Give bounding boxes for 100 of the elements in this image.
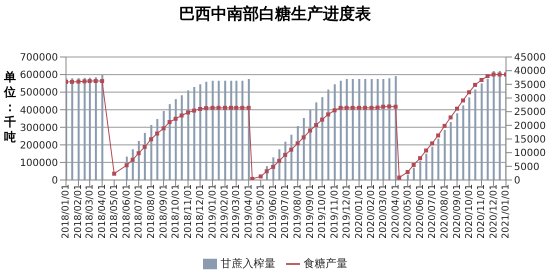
- x-tick-label: 2020/09/01: [452, 184, 463, 239]
- bar: [168, 104, 171, 180]
- bar: [230, 80, 232, 180]
- bar: [364, 78, 366, 180]
- bar: [212, 80, 214, 180]
- x-tick-label: 2018/07/01: [133, 184, 144, 239]
- bar: [327, 90, 330, 180]
- bar: [290, 134, 292, 180]
- y2-tick-label: 15000: [514, 134, 546, 146]
- y2-tick-label: 0: [514, 176, 520, 187]
- bar: [340, 80, 342, 180]
- x-tick-label: 2019/06/01: [268, 184, 279, 239]
- bar: [78, 78, 80, 180]
- bar: [370, 78, 373, 180]
- legend-label: 食糖产量: [304, 257, 348, 270]
- x-tick-label: 2019/04/01: [243, 184, 254, 239]
- x-tick-label: 2018/03/01: [84, 184, 96, 239]
- bar: [388, 78, 390, 180]
- bar: [315, 102, 318, 180]
- y-tick-label: 100000: [20, 158, 58, 169]
- bar: [218, 80, 220, 180]
- x-tick-label: 2019/08/01: [292, 184, 304, 239]
- y-tick-label: 200000: [20, 140, 58, 152]
- y2-tick-label: 10000: [514, 148, 546, 160]
- x-tick-label: 2019/11/01: [329, 184, 340, 239]
- bar: [162, 110, 165, 180]
- x-tick-label: 2021/01/01: [500, 184, 512, 239]
- bar: [88, 78, 91, 180]
- y-tick-label: 700000: [20, 52, 58, 64]
- y-tick-label: 600000: [20, 70, 58, 82]
- legend-label: 甘蔗入榨量: [220, 257, 276, 270]
- x-tick-label: 2020/02/01: [366, 184, 378, 239]
- x-tick-label: 2018/06/01: [121, 184, 132, 239]
- x-tick-label: 2020/07/01: [426, 184, 438, 239]
- bar: [174, 99, 177, 180]
- bar: [376, 78, 379, 180]
- bar: [199, 84, 202, 180]
- bar: [346, 78, 348, 180]
- bar: [492, 71, 495, 180]
- bar: [193, 87, 196, 180]
- x-tick-label: 2018/10/01: [170, 184, 182, 239]
- bar: [498, 70, 501, 180]
- x-tick-label: 2019/01/01: [207, 184, 218, 239]
- bar: [444, 130, 446, 180]
- x-tick-label: 2020/04/01: [390, 184, 402, 239]
- bar: [474, 90, 476, 180]
- x-tick-label: 2020/08/01: [439, 184, 450, 239]
- y2-tick-label: 35000: [514, 80, 546, 91]
- x-tick-label: 2020/12/01: [488, 184, 500, 239]
- y-tick-label: 0: [52, 176, 58, 187]
- x-tick-label: 2018/05/01: [108, 184, 120, 239]
- bar: [450, 122, 452, 180]
- y-tick-label: 300000: [20, 122, 58, 134]
- bar: [334, 84, 336, 180]
- x-tick-label: 2019/07/01: [280, 184, 291, 239]
- y2-tick-label: 45000: [514, 52, 546, 64]
- bar: [205, 82, 208, 180]
- x-tick-label: 2019/05/01: [255, 184, 266, 239]
- y2-tick-label: 25000: [514, 107, 546, 118]
- x-tick-label: 2020/10/01: [464, 184, 475, 239]
- bar: [462, 105, 464, 180]
- bar: [468, 97, 470, 180]
- y-tick-label: 400000: [20, 105, 58, 116]
- chart-title: 巴西中南部白糖生产进度表: [178, 4, 372, 25]
- x-tick-label: 2019/10/01: [316, 184, 328, 239]
- bar: [382, 78, 384, 180]
- y-tick-label: 500000: [20, 88, 58, 99]
- y2-tick-label: 5000: [514, 162, 540, 173]
- bar: [144, 132, 146, 180]
- x-tick-label: 2019/09/01: [304, 184, 316, 239]
- bar: [94, 77, 97, 180]
- bar: [309, 109, 312, 180]
- y-axis-title: 单位：千吨: [3, 70, 17, 145]
- bar: [235, 80, 238, 180]
- bar: [71, 78, 74, 180]
- x-tick-label: 2018/04/01: [96, 184, 108, 239]
- bar: [224, 80, 226, 180]
- x-tick-label: 2019/03/01: [230, 184, 242, 239]
- x-tick-label: 2018/02/01: [73, 184, 84, 239]
- x-tick-label: 2020/11/01: [476, 184, 488, 239]
- bar: [456, 113, 458, 180]
- x-tick-label: 2018/01/01: [60, 184, 72, 239]
- bar: [84, 78, 86, 180]
- bar: [352, 78, 354, 180]
- bar: [296, 126, 299, 180]
- x-tick-label: 2018/11/01: [182, 184, 194, 239]
- y2-tick-label: 20000: [514, 120, 546, 132]
- y2-tick-label: 30000: [514, 94, 546, 105]
- x-tick-label: 2020/03/01: [378, 184, 389, 239]
- bar: [321, 97, 324, 180]
- bar: [101, 74, 104, 180]
- bar: [150, 125, 152, 180]
- bar: [180, 95, 183, 180]
- bar: [241, 80, 244, 180]
- x-tick-label: 2019/02/01: [220, 184, 231, 239]
- x-tick-label: 2019/12/01: [341, 184, 352, 239]
- bar: [156, 119, 158, 180]
- x-tick-label: 2018/12/01: [194, 184, 206, 239]
- bar: [302, 118, 305, 180]
- bar: [358, 78, 360, 180]
